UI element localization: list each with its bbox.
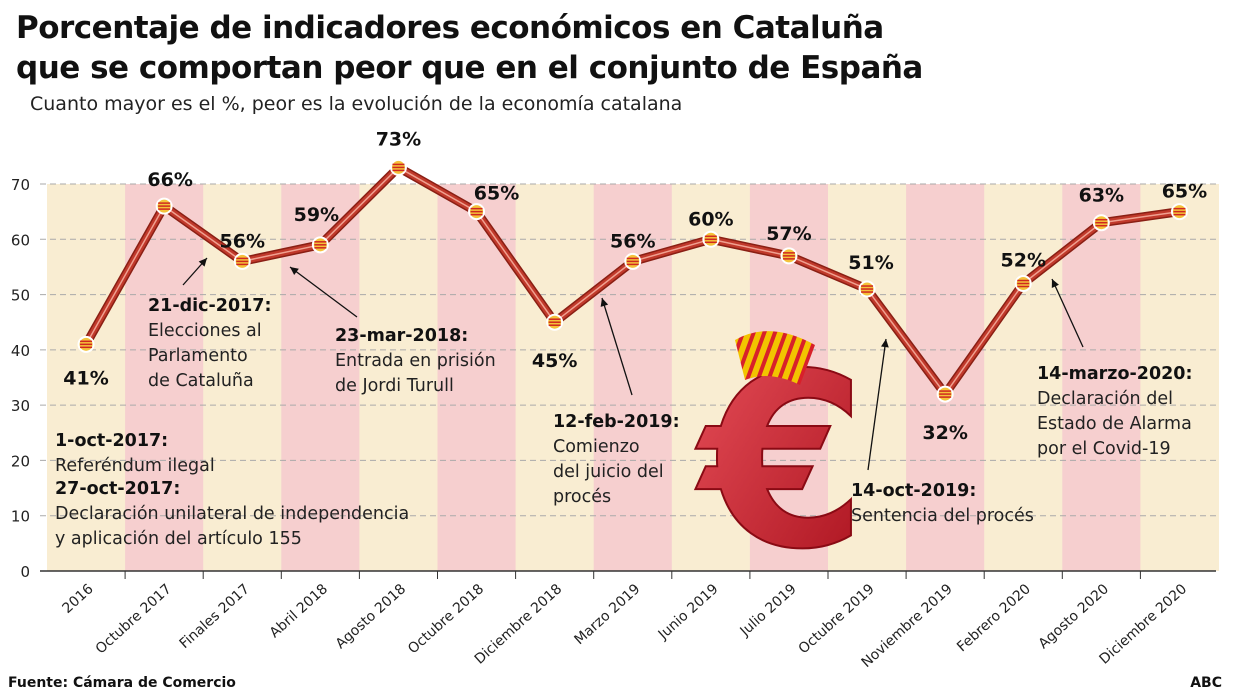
annotation-text: de Cataluña [148, 371, 254, 391]
arrow-head-icon [198, 258, 207, 267]
annotation-arrow [1051, 278, 1084, 348]
annotation-text: Comienzo [553, 437, 640, 457]
data-label: 66% [147, 169, 192, 191]
annotation-text: por el Covid-19 [1037, 439, 1171, 459]
x-tick-label: Abril 2018 [267, 581, 331, 641]
y-tick-label: 20 [11, 452, 30, 470]
data-label: 63% [1079, 185, 1124, 207]
band [593, 184, 673, 571]
annotation-text: de Jordi Turull [335, 376, 454, 396]
data-label: 32% [922, 422, 967, 444]
title-line-2: que se comportan peor que en el conjunto… [16, 50, 923, 86]
y-tick-label: 40 [11, 342, 30, 360]
band [906, 184, 985, 571]
band [515, 184, 595, 571]
data-label: 57% [766, 223, 811, 245]
data-labels: 41% 66% 56% 59% 73% 65% 45% 56% 60% 57% 51% 32% 52% 6… [63, 128, 1207, 444]
x-tick-label: Octubre 2017 [93, 581, 175, 657]
annotation: 1-oct-2017: Referéndum ilegal [55, 431, 215, 476]
band [1140, 184, 1219, 571]
data-label: 65% [474, 183, 519, 205]
annotation: 21-dic-2017: Elecciones al Parlamento de Ca… [148, 257, 271, 391]
brand-label: ABC [1190, 675, 1222, 691]
annotation-text: Parlamento [148, 346, 248, 366]
data-label: 73% [376, 128, 421, 150]
annotation: 27-oct-2017: Declaración unilateral de in… [55, 479, 409, 549]
annotation-date: 14-oct-2019: [851, 481, 976, 501]
data-label: 59% [294, 204, 339, 226]
annotation-date: 23-mar-2018: [335, 326, 468, 346]
annotation: 14-marzo-2020: Declaración del Estado de A… [1037, 278, 1192, 459]
data-label: 41% [63, 367, 108, 389]
x-tick-label: 2016 [60, 581, 97, 617]
band [359, 184, 438, 571]
band [47, 184, 126, 571]
y-tick-label: 70 [11, 176, 30, 194]
annotation-text: Declaración unilateral de independencia [55, 504, 409, 524]
annotation-text: del juicio del [553, 462, 664, 482]
annotation: 14-oct-2019: Sentencia del procés [851, 338, 1034, 526]
data-label: 56% [610, 230, 655, 252]
band [828, 184, 907, 571]
annotation-date: 14-marzo-2020: [1037, 364, 1192, 384]
data-label: 52% [1001, 250, 1046, 272]
data-label: 60% [688, 208, 733, 230]
annotation-text: procés [553, 487, 611, 507]
data-label: 65% [1162, 181, 1207, 203]
arrow-head-icon [1051, 279, 1059, 288]
gridlines [40, 183, 1216, 572]
annotation-date: 1-oct-2017: [55, 431, 168, 451]
annotation-date: 27-oct-2017: [55, 479, 180, 499]
annotation-text: Referéndum ilegal [55, 456, 215, 476]
x-tick-label: Octubre 2018 [405, 581, 487, 657]
annotation-date: 12-feb-2019: [553, 412, 680, 432]
annotation: 12-feb-2019: Comienzo del juicio del procés [553, 297, 680, 507]
y-tick-label: 60 [11, 231, 30, 249]
y-tick-label: 50 [11, 287, 30, 305]
arrow-head-icon [881, 339, 889, 348]
annotation-arrow [289, 266, 358, 318]
data-label: 56% [220, 230, 265, 252]
data-label: 51% [848, 252, 893, 274]
band [984, 184, 1063, 571]
annotation-text: Declaración del [1037, 389, 1173, 409]
euro-icon: € [694, 321, 868, 603]
annotation-text: Estado de Alarma [1037, 414, 1192, 434]
y-axis: 0 10 20 30 40 50 60 70 [11, 176, 30, 581]
source-note: Fuente: Cámara de Comercio [8, 675, 236, 691]
annotation-text: y aplicación del artículo 155 [55, 529, 302, 549]
y-tick-label: 10 [11, 508, 30, 526]
title-line-1: Porcentaje de indicadores económicos en … [16, 10, 884, 46]
annotation-date: 21-dic-2017: [148, 296, 271, 316]
y-tick-label: 30 [11, 397, 30, 415]
x-tick-label: Agosto 2020 [1036, 581, 1112, 652]
series-line [77, 158, 1188, 403]
x-tick-label: Marzo 2019 [571, 581, 643, 648]
data-label: 45% [532, 350, 577, 372]
x-tick-label: Agosto 2018 [333, 581, 409, 652]
annotation-text: Entrada en prisión [335, 351, 496, 371]
arrow-head-icon [600, 298, 609, 307]
annotation: 23-mar-2018: Entrada en prisión de Jordi T… [289, 266, 496, 396]
annotation-text: Sentencia del procés [851, 506, 1034, 526]
annotations: 1-oct-2017: Referéndum ilegal 27-oct-2017:… [55, 257, 1192, 549]
subtitle: Cuanto mayor es el %, peor es la evoluci… [30, 93, 682, 115]
background-bands [47, 184, 1219, 571]
annotation-text: Elecciones al [148, 321, 262, 341]
annotation-arrow [601, 297, 633, 396]
annotation-arrow [867, 338, 887, 471]
x-tick-label: Finales 2017 [177, 581, 253, 652]
y-tick-label: 0 [20, 563, 30, 581]
x-tick-label: Febrero 2020 [954, 581, 1034, 655]
arrow-head-icon [290, 267, 299, 275]
